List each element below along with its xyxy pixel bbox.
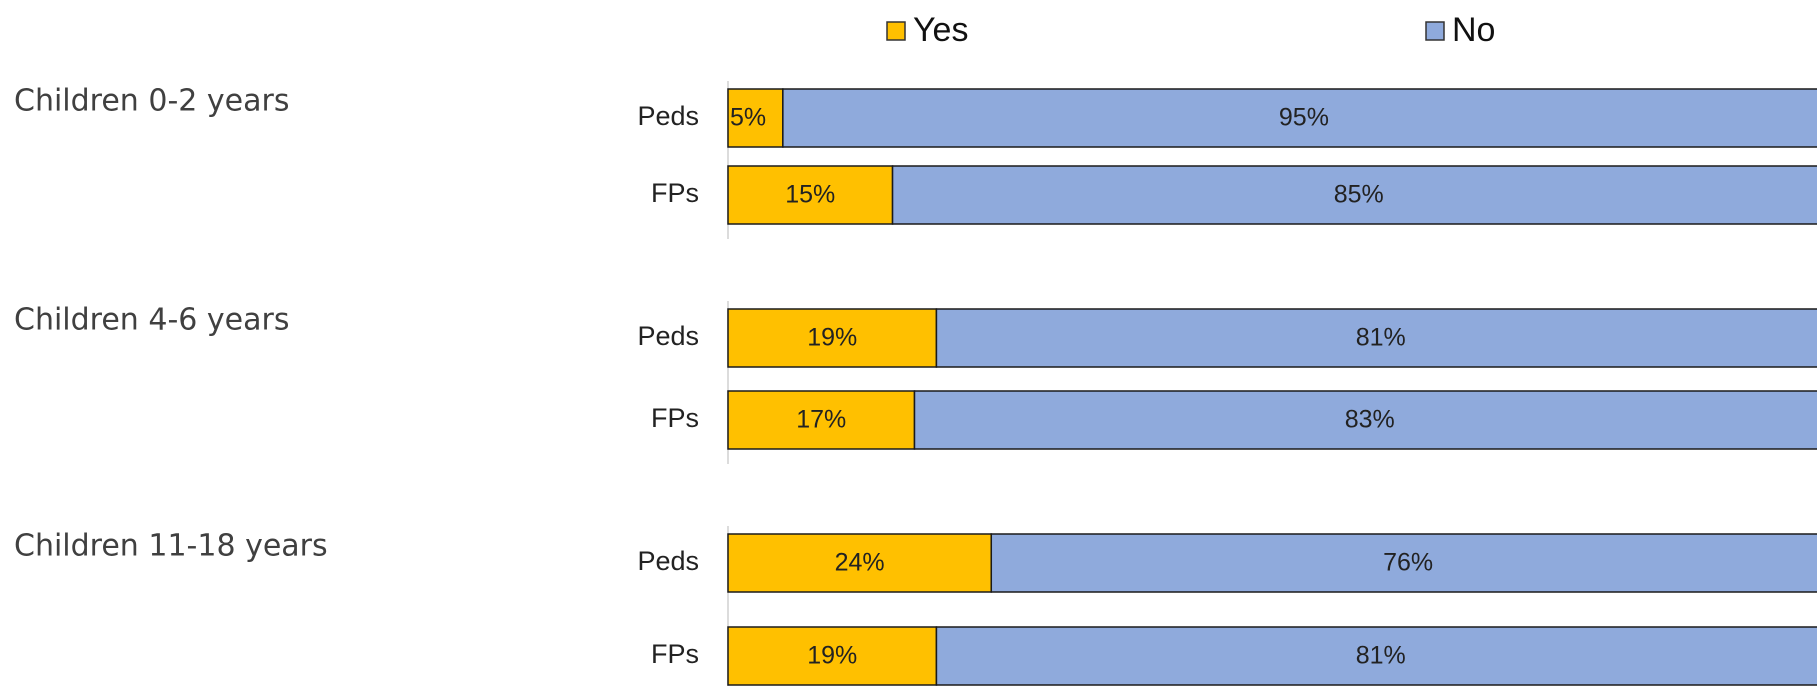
group-label: Children 11-18 years	[14, 529, 328, 564]
category-label: Peds	[637, 546, 699, 576]
legend-marker	[886, 21, 906, 41]
bar-segment	[935, 308, 1817, 368]
bar-segment	[935, 626, 1817, 686]
value-label: 95%	[1279, 104, 1329, 132]
value-label: 19%	[807, 642, 857, 670]
group-label: Children 4-6 years	[14, 303, 289, 338]
value-label: 15%	[785, 181, 835, 209]
value-label: 17%	[796, 406, 846, 434]
bar-segment	[782, 88, 1817, 148]
value-label: 81%	[1356, 642, 1406, 670]
bar-segment	[727, 165, 894, 225]
value-label: 5%	[730, 104, 766, 132]
bar-segment	[990, 533, 1817, 593]
category-label: Peds	[637, 101, 699, 131]
bar-segment	[891, 165, 1817, 225]
bar-segment	[727, 88, 784, 148]
category-label: FPs	[651, 178, 699, 208]
bar-segment	[913, 390, 1817, 450]
legend-label: Yes	[913, 11, 968, 49]
value-label: 24%	[835, 549, 885, 577]
category-label: Peds	[637, 321, 699, 351]
value-label: 85%	[1334, 181, 1384, 209]
legend-label: No	[1452, 11, 1495, 49]
category-label: FPs	[651, 639, 699, 669]
value-label: 76%	[1383, 549, 1433, 577]
bar-segment	[727, 390, 916, 450]
group-label: Children 0-2 years	[14, 84, 289, 119]
value-label: 83%	[1345, 406, 1395, 434]
category-label: FPs	[651, 403, 699, 433]
value-label: 19%	[807, 324, 857, 352]
value-label: 81%	[1356, 324, 1406, 352]
bar-segment	[727, 533, 993, 593]
legend-marker	[1425, 21, 1445, 41]
bar-segment	[727, 626, 938, 686]
